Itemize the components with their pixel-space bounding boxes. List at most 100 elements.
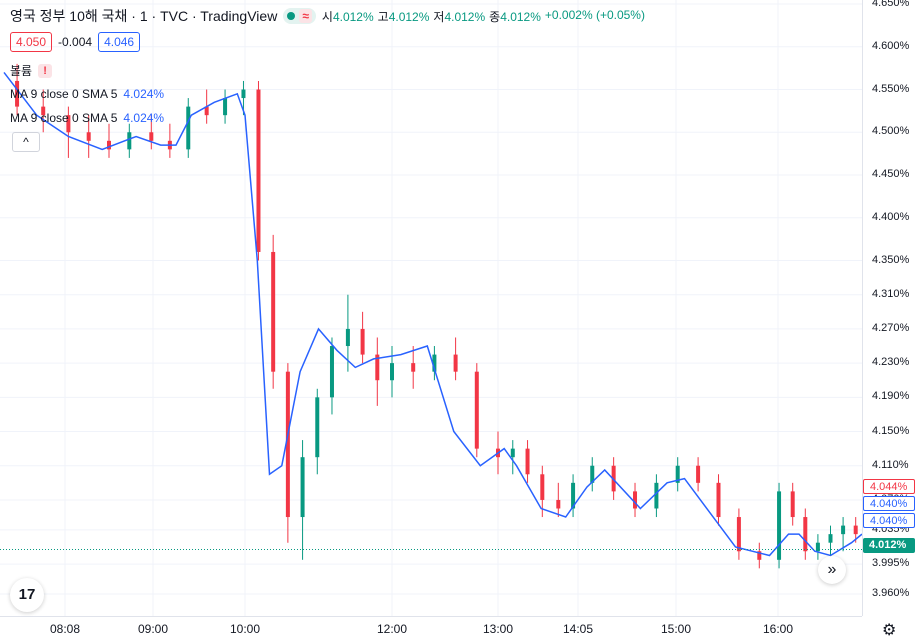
candle-body	[675, 465, 680, 483]
candle-body	[223, 98, 228, 116]
time-axis-label: 09:00	[137, 622, 169, 636]
candle-body	[285, 371, 290, 518]
candle-body	[790, 491, 795, 518]
ma-line	[3, 71, 862, 557]
time-axis-label: 16:00	[762, 622, 794, 636]
price-axis-label: 4.150%	[872, 424, 910, 437]
buy-button[interactable]: 4.046	[98, 32, 141, 52]
candle-body	[736, 517, 741, 552]
collapse-legend-button[interactable]: ^	[12, 132, 40, 152]
ma-label: MA 9 close 0 SMA 5	[10, 87, 118, 101]
time-axis-label: 10:00	[229, 622, 261, 636]
candle-body	[127, 132, 132, 150]
settings-gear-icon[interactable]: ⚙	[882, 622, 897, 639]
candle-body	[271, 251, 276, 372]
candle-body	[556, 499, 561, 509]
candle-body	[716, 482, 721, 518]
candle-body	[841, 525, 846, 535]
price-axis-label: 3.995%	[872, 557, 910, 570]
volume-indicator[interactable]: 볼륨 !	[10, 62, 53, 79]
spread-value: -0.004	[58, 35, 93, 49]
candle-body	[345, 328, 350, 347]
candle-body	[803, 517, 808, 552]
price-tag: 4.012%	[863, 538, 915, 553]
candle-body	[204, 106, 209, 116]
price-tag: 4.044%	[863, 479, 915, 494]
candle-body	[241, 89, 246, 99]
candle-body	[86, 132, 91, 141]
ohlc-open: 시4.012%	[321, 9, 374, 24]
candle-body	[360, 328, 365, 355]
volume-label: 볼륨	[10, 64, 33, 78]
candle-body	[453, 354, 458, 372]
scroll-to-realtime-button[interactable]: »	[818, 556, 846, 584]
candle-body	[777, 491, 782, 560]
trade-buttons: 4.050 -0.004 4.046	[10, 32, 141, 52]
time-axis[interactable]	[0, 616, 862, 644]
price-tag: 4.040%	[863, 513, 915, 528]
candle-body	[815, 542, 820, 552]
candle-body	[315, 397, 320, 458]
price-axis-label: 4.500%	[872, 125, 910, 138]
candle-body	[300, 457, 305, 518]
price-axis-label: 4.550%	[872, 82, 910, 95]
ma-value: 4.024%	[123, 87, 165, 101]
candle-body	[329, 346, 334, 398]
candle-body	[510, 448, 515, 458]
chart-plot-area[interactable]	[0, 0, 862, 616]
ma-indicator-2[interactable]: MA 9 close 0 SMA 5 4.024%	[10, 111, 164, 125]
price-axis-label: 4.450%	[872, 168, 910, 180]
ohlc-change: +0.002% (+0.05%)	[544, 7, 645, 22]
candle-body	[828, 534, 833, 543]
candle-body	[411, 363, 416, 372]
candle-body	[149, 132, 154, 141]
price-axis-label: 4.270%	[872, 321, 910, 334]
candle-body	[66, 115, 71, 133]
time-axis-label: 15:00	[660, 622, 692, 636]
ohlc-low: 저4.012%	[433, 9, 486, 24]
candle-body	[432, 354, 437, 372]
candle-body	[15, 80, 20, 107]
candle-body	[571, 482, 576, 509]
candle-body	[390, 363, 394, 381]
candle-body	[853, 525, 858, 535]
price-axis-label: 4.230%	[872, 356, 910, 369]
price-axis-label: 4.310%	[872, 287, 910, 300]
time-axis-label: 08:08	[49, 622, 81, 636]
price-axis-label: 3.960%	[872, 587, 910, 599]
candle-body	[525, 448, 530, 475]
ma-label: MA 9 close 0 SMA 5	[10, 111, 118, 125]
candle-body	[590, 465, 595, 483]
candle-body	[107, 140, 111, 150]
ma-value: 4.024%	[123, 111, 165, 125]
sell-button[interactable]: 4.050	[10, 32, 53, 52]
chart-svg[interactable]	[0, 0, 862, 616]
market-open-icon	[287, 12, 296, 20]
price-axis-label: 4.190%	[872, 390, 910, 403]
price-axis-label: 4.600%	[872, 39, 910, 52]
ohlc-close: 종4.012%	[489, 9, 541, 24]
price-axis-label: 4.650%	[872, 0, 910, 9]
market-status-pill[interactable]: ≈	[283, 8, 316, 24]
tradingview-logo-icon[interactable]: 17	[10, 578, 44, 612]
candle-body	[696, 465, 701, 483]
candle-body	[41, 106, 46, 116]
symbol-title[interactable]: 영국 정부 10해 국채 · 1 · TVC · TradingView	[10, 8, 278, 24]
candle-body	[757, 551, 762, 560]
price-axis[interactable]	[862, 0, 920, 616]
warning-icon[interactable]: !	[38, 63, 53, 78]
price-axis-label: 4.350%	[872, 253, 910, 266]
time-axis-label: 14:05	[562, 622, 594, 636]
price-tag: 4.040%	[863, 496, 915, 511]
ohlc-high: 고4.012%	[377, 9, 430, 24]
time-axis-label: 13:00	[482, 622, 514, 636]
time-axis-label: 12:00	[376, 622, 408, 636]
chart-header: 영국 정부 10해 국채 · 1 · TVC · TradingView ≈ 시…	[10, 6, 645, 26]
price-axis-label: 4.110%	[872, 458, 909, 471]
candle-body	[540, 474, 545, 500]
delayed-data-icon: ≈	[299, 9, 312, 23]
ma-indicator-1[interactable]: MA 9 close 0 SMA 5 4.024%	[10, 87, 164, 101]
candle-body	[186, 106, 191, 150]
price-axis-label: 4.400%	[872, 210, 910, 223]
candle-body	[633, 491, 638, 509]
